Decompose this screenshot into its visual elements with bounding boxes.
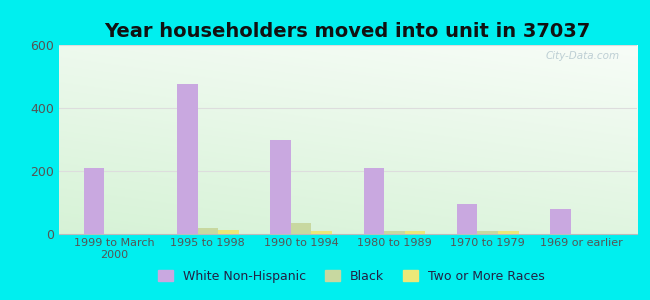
Bar [405, 232, 425, 234]
Legend: White Non-Hispanic, Black, Two or More Races: White Non-Hispanic, Black, Two or More R… [153, 265, 549, 288]
Bar [218, 230, 239, 234]
Title: Year householders moved into unit in 37037: Year householders moved into unit in 370… [105, 22, 591, 41]
Bar [498, 232, 519, 234]
Bar [363, 168, 384, 234]
Bar [270, 140, 291, 234]
Bar [177, 84, 198, 234]
Bar [291, 223, 311, 234]
Bar [457, 204, 478, 234]
Bar [384, 231, 405, 234]
Bar [198, 228, 218, 234]
Bar [478, 231, 498, 234]
Bar [551, 209, 571, 234]
Text: City-Data.com: City-Data.com [545, 51, 619, 61]
Bar [311, 232, 332, 234]
Bar [84, 168, 104, 234]
